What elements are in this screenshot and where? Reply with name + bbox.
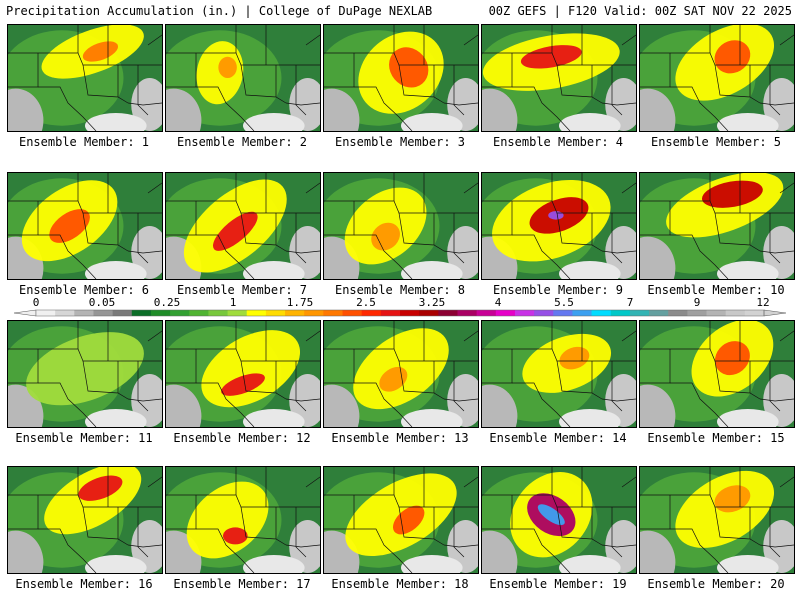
legend-swatch — [725, 310, 746, 316]
ensemble-map-15 — [639, 320, 795, 428]
legend-swatch — [495, 310, 516, 316]
legend-swatch — [457, 310, 478, 316]
ensemble-map-14 — [481, 320, 637, 428]
legend-swatch — [304, 310, 324, 316]
legend-swatch — [285, 310, 305, 316]
legend-swatch — [93, 310, 114, 316]
legend-swatch — [189, 310, 209, 316]
ensemble-member-label: Ensemble Member: 4 — [492, 135, 624, 149]
color-legend — [13, 309, 787, 317]
legend-swatch — [668, 310, 688, 316]
legend-tick-label: 7 — [626, 296, 634, 309]
legend-swatch — [649, 310, 669, 316]
legend-swatch — [744, 310, 765, 316]
legend-swatch — [572, 310, 593, 316]
ensemble-map-9 — [481, 172, 637, 280]
legend-swatch — [534, 310, 554, 316]
legend-swatch — [265, 310, 286, 316]
ensemble-member-label: Ensemble Member: 20 — [647, 577, 785, 591]
ensemble-member-label: Ensemble Member: 15 — [647, 431, 785, 445]
legend-tick-label: 5.5 — [554, 296, 574, 309]
legend-swatch — [629, 310, 650, 316]
ensemble-member-label: Ensemble Member: 14 — [489, 431, 627, 445]
ensemble-member-label: Ensemble Member: 11 — [15, 431, 153, 445]
ensemble-member-label: Ensemble Member: 9 — [492, 283, 624, 297]
legend-swatch — [706, 310, 727, 316]
ensemble-map-1 — [7, 24, 163, 132]
legend-swatch — [419, 310, 439, 316]
ensemble-member-label: Ensemble Member: 8 — [334, 283, 466, 297]
legend-swatch — [131, 310, 152, 316]
legend-tick-label: 12 — [756, 296, 770, 309]
ensemble-member-label: Ensemble Member: 1 — [18, 135, 150, 149]
legend-swatch — [687, 310, 708, 316]
legend-swatch — [246, 310, 267, 316]
ensemble-map-7 — [165, 172, 321, 280]
legend-tick-label: 9 — [693, 296, 701, 309]
legend-tick-label: 0.25 — [153, 296, 181, 309]
ensemble-map-11 — [7, 320, 163, 428]
ensemble-map-20 — [639, 466, 795, 574]
legend-swatch — [55, 310, 75, 316]
legend-swatch — [150, 310, 171, 316]
legend-arrow-high — [763, 309, 787, 317]
ensemble-map-4 — [481, 24, 637, 132]
legend-swatch — [323, 310, 344, 316]
ensemble-member-label: Ensemble Member: 3 — [334, 135, 466, 149]
ensemble-map-2 — [165, 24, 321, 132]
header-title: Precipitation Accumulation (in.) | Colle… — [6, 4, 433, 18]
legend-tick-label: 3.25 — [418, 296, 446, 309]
legend-tick-label: 0.05 — [88, 296, 116, 309]
ensemble-map-13 — [323, 320, 479, 428]
legend-tick-label: 4 — [494, 296, 502, 309]
legend-swatch — [36, 310, 56, 316]
legend-swatch — [227, 310, 248, 316]
legend-arrow-low — [13, 309, 37, 317]
ensemble-member-label: Ensemble Member: 19 — [489, 577, 627, 591]
legend-swatch — [361, 310, 382, 316]
legend-swatch — [112, 310, 133, 316]
legend-swatch — [380, 310, 401, 316]
ensemble-map-5 — [639, 24, 795, 132]
legend-swatch — [208, 310, 229, 316]
ensemble-map-3 — [323, 24, 479, 132]
ensemble-map-10 — [639, 172, 795, 280]
ensemble-member-label: Ensemble Member: 16 — [15, 577, 153, 591]
ensemble-map-17 — [165, 466, 321, 574]
legend-swatch — [591, 310, 612, 316]
ensemble-map-18 — [323, 466, 479, 574]
legend-swatch — [553, 310, 573, 316]
legend-swatch — [342, 310, 363, 316]
header-run-info: 00Z GEFS | F120 Valid: 00Z SAT NOV 22 20… — [488, 4, 792, 18]
ensemble-map-12 — [165, 320, 321, 428]
ensemble-member-label: Ensemble Member: 12 — [173, 431, 311, 445]
legend-swatch — [400, 310, 420, 316]
legend-swatch — [74, 310, 94, 316]
ensemble-member-label: Ensemble Member: 6 — [18, 283, 150, 297]
ensemble-member-label: Ensemble Member: 2 — [176, 135, 308, 149]
legend-swatch — [610, 310, 631, 316]
legend-swatch — [514, 310, 535, 316]
legend-swatch — [170, 310, 190, 316]
ensemble-member-label: Ensemble Member: 18 — [331, 577, 469, 591]
legend-tick-label: 0 — [32, 296, 40, 309]
ensemble-map-8 — [323, 172, 479, 280]
ensemble-member-label: Ensemble Member: 7 — [176, 283, 308, 297]
legend-tick-label: 2.5 — [356, 296, 376, 309]
ensemble-member-label: Ensemble Member: 13 — [331, 431, 469, 445]
legend-swatch — [438, 310, 458, 316]
legend-tick-label: 1 — [229, 296, 237, 309]
ensemble-member-label: Ensemble Member: 17 — [173, 577, 311, 591]
ensemble-map-19 — [481, 466, 637, 574]
legend-swatch — [476, 310, 497, 316]
ensemble-map-16 — [7, 466, 163, 574]
ensemble-member-label: Ensemble Member: 10 — [647, 283, 785, 297]
ensemble-member-label: Ensemble Member: 5 — [650, 135, 782, 149]
legend-tick-label: 1.75 — [286, 296, 314, 309]
ensemble-map-6 — [7, 172, 163, 280]
